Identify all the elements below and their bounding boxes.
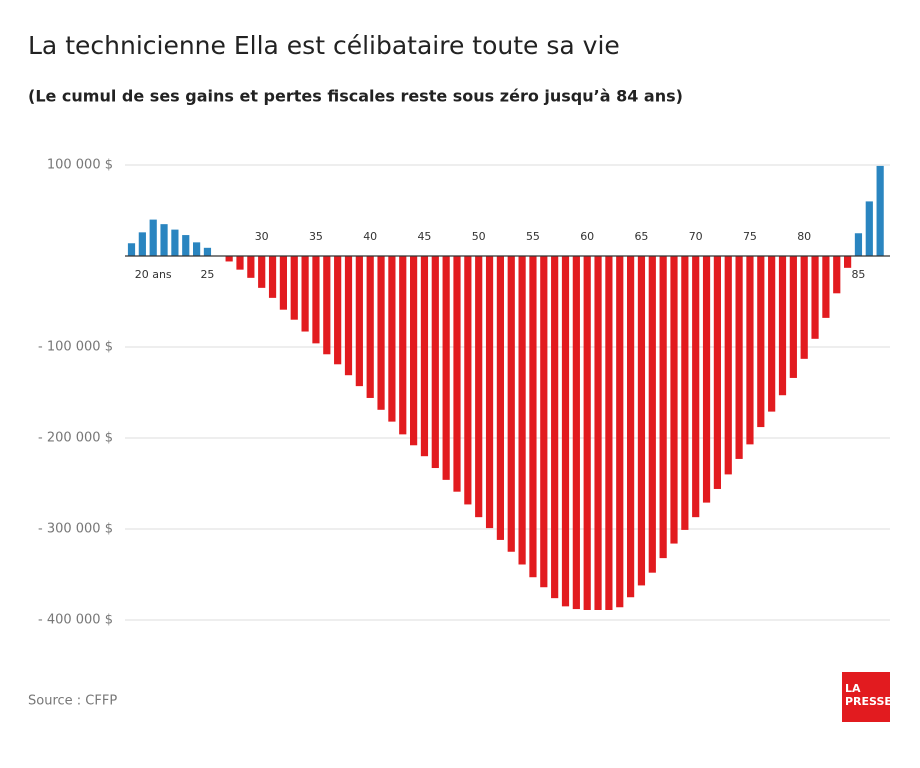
- bar: [485, 256, 494, 529]
- bar: [627, 256, 635, 598]
- bar: [247, 256, 255, 278]
- bar: [746, 256, 754, 445]
- bar: [127, 243, 136, 256]
- bar: [822, 256, 830, 318]
- bar: [377, 256, 385, 410]
- bar: [551, 256, 559, 599]
- bar: [518, 256, 526, 565]
- bar: [290, 256, 298, 320]
- bar: [692, 256, 700, 518]
- bar: [572, 256, 580, 610]
- bar: [724, 256, 732, 475]
- bar: [583, 256, 591, 610]
- x-tick-label: 75: [743, 230, 757, 243]
- bar: [453, 256, 461, 492]
- bar: [833, 256, 841, 294]
- bar: [648, 256, 656, 573]
- bar: [203, 247, 212, 256]
- bar: [529, 256, 537, 578]
- bar: [757, 256, 765, 428]
- x-tick-label: 70: [689, 230, 703, 243]
- bar: [735, 256, 743, 459]
- bar: [420, 256, 429, 457]
- bar: [182, 235, 190, 256]
- bar: [800, 256, 808, 359]
- bar: [778, 256, 787, 396]
- bar: [464, 256, 472, 505]
- bar: [258, 256, 266, 288]
- bar: [138, 232, 146, 256]
- bar: [388, 256, 396, 422]
- x-tick-label: 35: [309, 230, 323, 243]
- bar: [540, 256, 548, 588]
- bar: [225, 256, 233, 262]
- x-tick-label: 40: [363, 230, 377, 243]
- bar: [366, 256, 374, 398]
- bar: [854, 233, 863, 256]
- x-tick-label: 85: [851, 268, 865, 281]
- bar: [789, 256, 797, 378]
- bar: [236, 256, 244, 270]
- bar: [475, 256, 483, 518]
- bar: [344, 256, 353, 376]
- bar: [323, 256, 331, 355]
- x-tick-label: 25: [200, 268, 214, 281]
- chart-subtitle: (Le cumul de ses gains et pertes fiscale…: [28, 87, 683, 106]
- bar: [312, 256, 320, 344]
- bar: [768, 256, 776, 412]
- bar: [149, 219, 157, 256]
- x-tick-label: 55: [526, 230, 540, 243]
- x-tick-label: 50: [472, 230, 486, 243]
- bar: [410, 256, 418, 446]
- bar: [865, 201, 873, 256]
- bar: [605, 256, 613, 610]
- bar: [507, 256, 515, 552]
- bar: [702, 256, 711, 503]
- bar: [496, 256, 504, 540]
- x-tick-label: 45: [417, 230, 431, 243]
- x-tick-label: 80: [797, 230, 811, 243]
- y-tick-label: - 400 000 $: [38, 613, 113, 628]
- x-tick-label: 20 ans: [135, 268, 172, 281]
- logo: [842, 672, 890, 722]
- bar: [637, 256, 646, 586]
- bar: [681, 256, 689, 530]
- x-tick-label: 60: [580, 230, 594, 243]
- bar: [399, 256, 407, 435]
- y-tick-label: - 200 000 $: [38, 431, 113, 446]
- bar: [301, 256, 309, 332]
- bar: [876, 165, 884, 256]
- bar: [279, 256, 287, 310]
- bar: [355, 256, 363, 387]
- y-tick-label: - 100 000 $: [38, 340, 113, 355]
- y-tick-label: 100 000 $: [47, 158, 113, 173]
- x-tick-label: 30: [255, 230, 269, 243]
- bar: [160, 224, 168, 256]
- bar: [659, 256, 667, 559]
- bar: [334, 256, 342, 365]
- bar: [616, 256, 624, 608]
- logo-text: PRESSE: [845, 695, 892, 708]
- logo-text: LA: [845, 682, 861, 695]
- bar: [594, 256, 602, 610]
- bar: [171, 229, 179, 256]
- bar: [431, 256, 439, 469]
- bar: [844, 256, 852, 268]
- bar: [713, 256, 721, 489]
- chart-title: La technicienne Ella est célibataire tou…: [28, 31, 620, 60]
- x-tick-label: 65: [634, 230, 648, 243]
- y-tick-label: - 300 000 $: [38, 522, 113, 537]
- bar: [811, 256, 819, 339]
- bar: [670, 256, 678, 544]
- bar: [268, 256, 277, 298]
- bar: [442, 256, 450, 480]
- source: Source : CFFP: [28, 694, 117, 709]
- bar: [561, 256, 570, 607]
- bar: [193, 242, 201, 256]
